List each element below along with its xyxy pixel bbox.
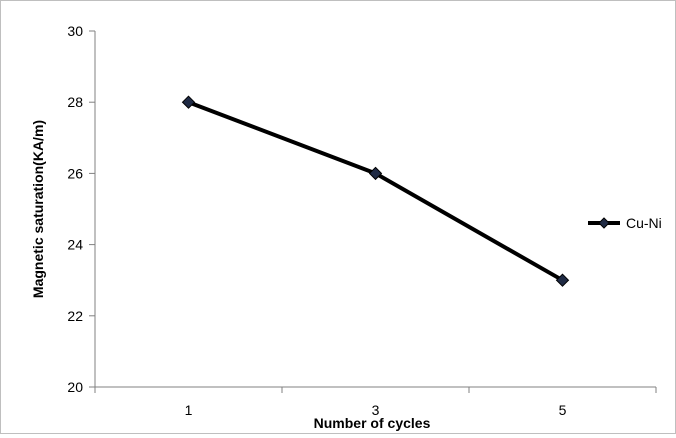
data-point-marker: [368, 166, 383, 181]
y-axis-ticks: 20 22 24 26 28 30: [67, 23, 95, 395]
x-tick-label: 5: [559, 402, 567, 418]
y-tick-label: 22: [67, 308, 83, 324]
x-axis-title: Number of cycles: [314, 415, 431, 431]
y-axis-title: Magnetic saturation(KA/m): [30, 120, 46, 298]
x-axis-ticks: 1 3 5: [94, 387, 657, 418]
data-point-marker: [555, 273, 570, 287]
y-tick-label: 26: [67, 165, 83, 181]
legend-marker: [598, 217, 610, 229]
y-tick-label: 20: [67, 379, 83, 395]
axes: [94, 31, 656, 388]
series-layer: [181, 95, 570, 287]
data-point-marker: [181, 95, 196, 109]
legend-label: Cu-Ni: [626, 215, 662, 231]
y-tick-label: 28: [67, 94, 83, 110]
x-tick-label: 3: [372, 402, 380, 418]
legend: Cu-Ni: [588, 215, 662, 231]
y-tick-label: 30: [67, 23, 83, 39]
series-line: [187, 100, 564, 282]
x-tick-label: 1: [185, 402, 193, 418]
y-tick-label: 24: [67, 237, 83, 253]
